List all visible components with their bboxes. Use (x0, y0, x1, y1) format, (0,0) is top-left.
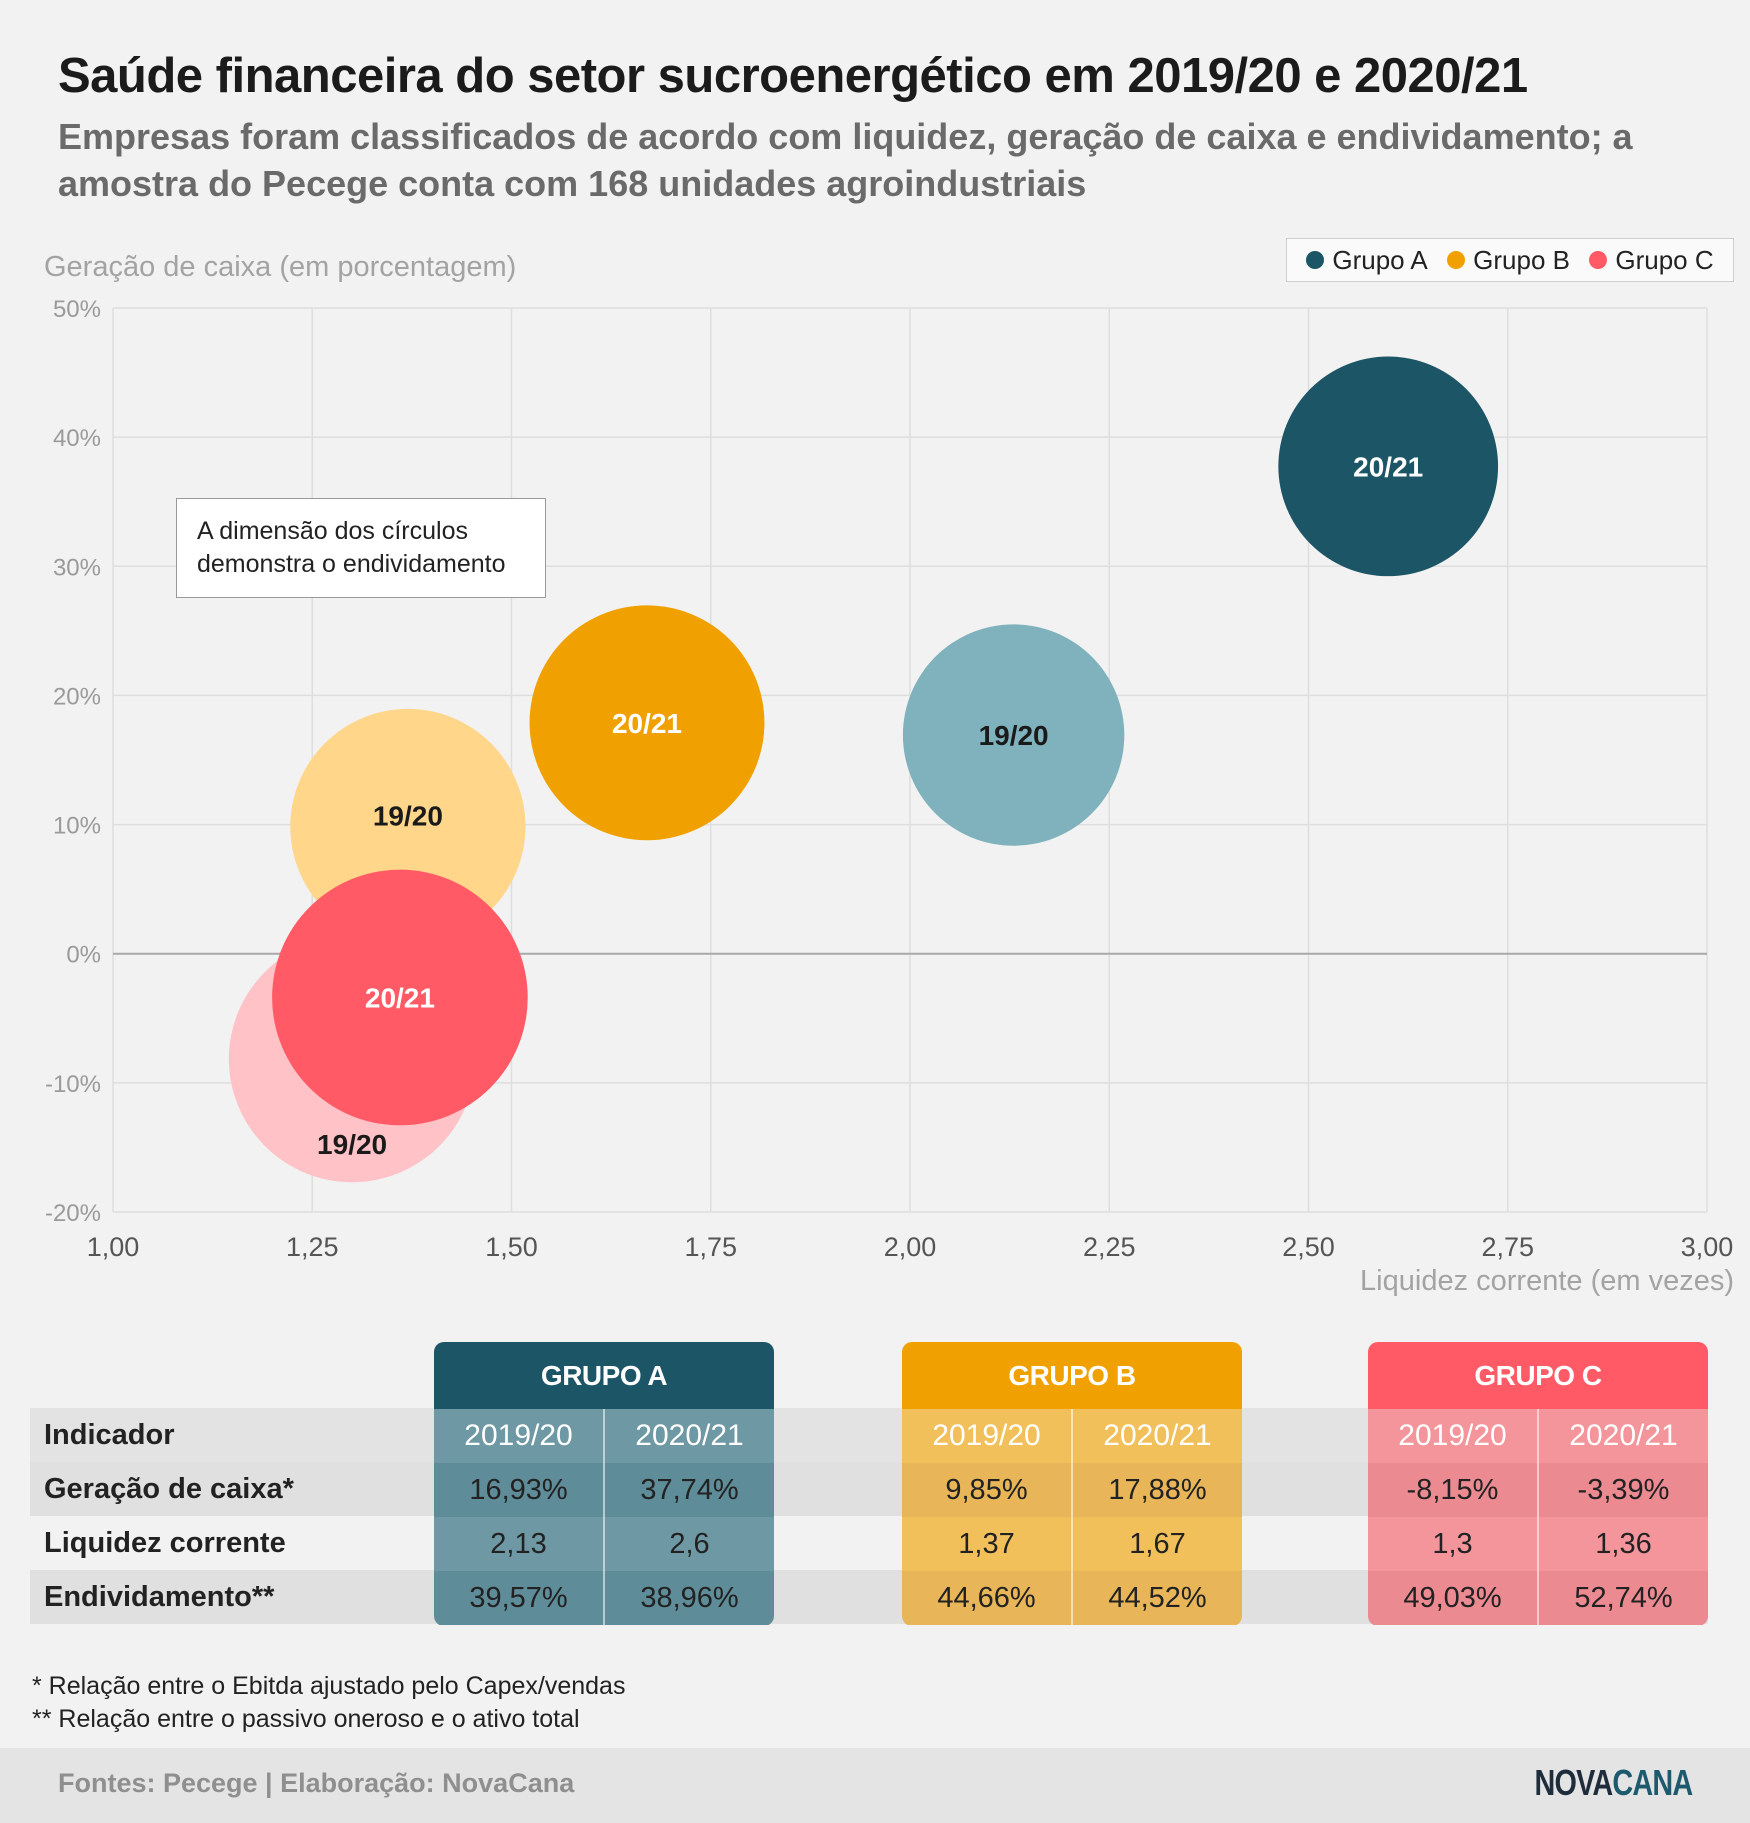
y-tick-label: 40% (53, 425, 101, 452)
group-a-year-1: 2019/20 (434, 1409, 605, 1463)
size-annotation: A dimensão dos círculos demonstra o endi… (176, 498, 546, 598)
group-a-liquidez-1920: 2,13 (434, 1517, 605, 1571)
bubble-grupo-a-1920 (902, 624, 1125, 846)
footer: Fontes: Pecege | Elaboração: NovaCana NO… (0, 1748, 1750, 1823)
bubble-label-grupo-a-1920: 19/20 (979, 720, 1049, 751)
footnotes: * Relação entre o Ebitda ajustado pelo C… (32, 1670, 625, 1736)
group-b-endividamento-2021: 44,52% (1108, 1582, 1207, 1614)
group-a-liquidez-2021: 2,6 (669, 1528, 710, 1560)
x-tick-label: 3,00 (1681, 1232, 1734, 1262)
y-tick-label: -20% (45, 1200, 101, 1227)
bubble-grupo-b-2021 (529, 605, 765, 841)
legend: Grupo A Grupo B Grupo C (1286, 238, 1734, 282)
group-a-row-liquidez: 2,13 2,6 (434, 1517, 774, 1571)
group-a-header: GRUPO A (434, 1342, 774, 1409)
legend-item-grupo-a: Grupo A (1306, 244, 1428, 276)
y-tick-label: 0% (66, 942, 101, 969)
logo-part-2: CANA (1612, 1762, 1693, 1803)
table-group-c: GRUPO C 2019/20 2020/21 -8,15% -3,39% 1,… (1368, 1342, 1708, 1626)
group-c-header: GRUPO C (1368, 1342, 1708, 1409)
group-c-geracao-1920: -8,15% (1368, 1463, 1539, 1517)
legend-dot-grupo-c (1589, 251, 1608, 269)
group-b-endividamento-1920: 44,66% (902, 1571, 1073, 1625)
bubble-label-grupo-b-2021: 20/21 (612, 708, 682, 739)
x-tick-label: 1,75 (684, 1232, 737, 1262)
group-a-endividamento-1920: 39,57% (434, 1571, 605, 1625)
group-b-geracao-1920: 9,85% (902, 1463, 1073, 1517)
group-a-row-endividamento: 39,57% 38,96% (434, 1571, 774, 1625)
group-a-row-geracao: 16,93% 37,74% (434, 1463, 774, 1517)
group-c-row-endividamento: 49,03% 52,74% (1368, 1571, 1708, 1625)
group-a-geracao-2021: 37,74% (640, 1474, 739, 1506)
y-tick-label: 30% (53, 554, 101, 581)
group-c-year-1: 2019/20 (1368, 1409, 1539, 1463)
group-c-years-row: 2019/20 2020/21 (1368, 1409, 1708, 1463)
group-a-geracao-1920: 16,93% (434, 1463, 605, 1517)
x-tick-label: 1,50 (485, 1232, 538, 1262)
group-a-endividamento-2021: 38,96% (640, 1582, 739, 1614)
group-b-years-row: 2019/20 2020/21 (902, 1409, 1242, 1463)
group-b-liquidez-1920: 1,37 (902, 1517, 1073, 1571)
group-c-year-2: 2020/21 (1569, 1419, 1678, 1452)
legend-label-grupo-a: Grupo A (1332, 244, 1428, 275)
x-tick-label: 2,50 (1282, 1232, 1335, 1262)
y-tick-label: 10% (53, 813, 101, 840)
table-row-label-liquidez: Liquidez corrente (44, 1527, 286, 1559)
legend-item-grupo-c: Grupo C (1589, 244, 1714, 276)
bubble-grupo-c-2021 (272, 869, 528, 1126)
legend-item-grupo-b: Grupo B (1447, 245, 1570, 276)
group-b-header: GRUPO B (902, 1342, 1242, 1409)
legend-label-grupo-c: Grupo C (1615, 244, 1714, 275)
x-tick-label: 1,25 (286, 1232, 339, 1262)
y-tick-label: 20% (53, 683, 101, 710)
y-tick-label: 50% (53, 296, 101, 323)
bubble-label-grupo-c-1920: 19/20 (317, 1129, 387, 1160)
x-tick-label: 2,75 (1481, 1232, 1534, 1262)
bubble-label-grupo-c-2021: 20/21 (365, 982, 435, 1013)
x-axis-label: Liquidez corrente (em vezes) (1360, 1265, 1734, 1297)
group-c-row-liquidez: 1,3 1,36 (1368, 1517, 1708, 1571)
group-c-endividamento-2021: 52,74% (1574, 1582, 1673, 1614)
table-group-b: GRUPO B 2019/20 2020/21 9,85% 17,88% 1,3… (902, 1342, 1242, 1626)
group-c-liquidez-2021: 1,36 (1595, 1528, 1652, 1560)
group-a-years-row: 2019/20 2020/21 (434, 1409, 774, 1463)
table-group-a: GRUPO A 2019/20 2020/21 16,93% 37,74% 2,… (434, 1342, 774, 1626)
group-c-row-geracao: -8,15% -3,39% (1368, 1463, 1708, 1517)
group-c-endividamento-1920: 49,03% (1368, 1571, 1539, 1625)
table-indicator-header: Indicador (44, 1419, 175, 1451)
bubble-chart: 1,00 1,25 1,50 1,75 2,00 2,25 2,50 2,75 3,00 50% 4… (45, 296, 1734, 1262)
x-tick-label: 2,25 (1083, 1232, 1136, 1262)
footnote-2: ** Relação entre o passivo oneroso e o a… (32, 1705, 580, 1733)
footer-source: Fontes: Pecege | Elaboração: NovaCana (58, 1768, 575, 1798)
group-b-geracao-2021: 17,88% (1108, 1474, 1207, 1506)
group-c-geracao-2021: -3,39% (1577, 1474, 1670, 1506)
novacana-logo: NOVACANA (1534, 1762, 1693, 1804)
group-b-row-liquidez: 1,37 1,67 (902, 1517, 1242, 1571)
bubble-label-grupo-a-2021: 20/21 (1353, 451, 1423, 482)
logo-part-1: NOVA (1534, 1762, 1613, 1803)
chart-title: Saúde financeira do setor sucroenergétic… (58, 49, 1528, 103)
footnote-1: * Relação entre o Ebitda ajustado pelo C… (32, 1672, 626, 1700)
group-b-year-1: 2019/20 (902, 1409, 1073, 1463)
bubble-label-grupo-b-1920: 19/20 (373, 801, 443, 832)
legend-label-grupo-b: Grupo B (1473, 244, 1570, 275)
table-row-label-endividamento: Endividamento** (44, 1581, 275, 1613)
table-row-label-geracao: Geração de caixa* (44, 1473, 294, 1505)
y-tick-label: -10% (45, 1071, 101, 1098)
group-b-year-2: 2020/21 (1103, 1419, 1212, 1452)
x-tick-label: 2,00 (884, 1232, 937, 1262)
legend-dot-grupo-b (1447, 251, 1466, 269)
group-c-liquidez-1920: 1,3 (1368, 1517, 1539, 1571)
x-tick-label: 1,00 (87, 1232, 140, 1262)
group-b-row-endividamento: 44,66% 44,52% (902, 1571, 1242, 1625)
chart-subtitle: Empresas foram classificados de acordo c… (58, 116, 1633, 204)
bubble-grupo-a-2021 (1278, 356, 1499, 577)
y-axis-label: Geração de caixa (em porcentagem) (44, 251, 517, 283)
group-b-liquidez-2021: 1,67 (1129, 1528, 1186, 1560)
group-b-row-geracao: 9,85% 17,88% (902, 1463, 1242, 1517)
group-a-year-2: 2020/21 (635, 1419, 744, 1452)
legend-dot-grupo-a (1306, 251, 1325, 269)
